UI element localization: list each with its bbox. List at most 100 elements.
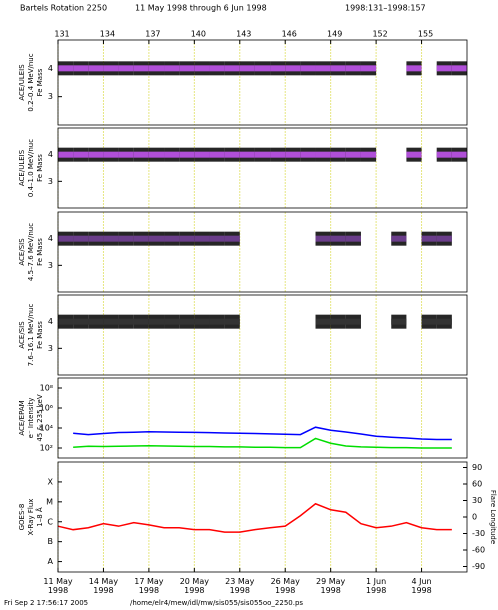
y-axis-label: 0.4–1.0 MeV/nuc bbox=[27, 139, 35, 197]
density-core bbox=[88, 235, 104, 242]
chart-range: 1998:131–1998:157 bbox=[345, 4, 426, 13]
density-core bbox=[451, 65, 467, 72]
density-core bbox=[103, 235, 119, 242]
density-core bbox=[164, 318, 180, 325]
density-core bbox=[315, 318, 331, 325]
data-line bbox=[73, 437, 452, 449]
x-tick-label: 23 May 1998 bbox=[225, 577, 255, 595]
density-core bbox=[58, 151, 74, 158]
panel-bg bbox=[58, 378, 467, 458]
y-tick-label: 10⁸ bbox=[40, 384, 53, 393]
density-core bbox=[148, 318, 165, 325]
panel-frame bbox=[57, 294, 468, 376]
density-core bbox=[194, 318, 210, 325]
y-axis-label: GOES-8 bbox=[18, 504, 26, 531]
density-core bbox=[133, 235, 149, 242]
y2-tick-label: 60 bbox=[472, 480, 482, 489]
density-core bbox=[285, 151, 301, 158]
density-core bbox=[360, 65, 377, 72]
density-core bbox=[133, 318, 149, 325]
y-tick-label: 10² bbox=[40, 444, 53, 453]
y-axis-label: ACE/SIS bbox=[18, 321, 26, 349]
x-tick-label: 20 May 1998 bbox=[180, 577, 210, 595]
density-core bbox=[330, 235, 346, 242]
panel-bg bbox=[58, 295, 467, 375]
density-core bbox=[164, 235, 180, 242]
density-core bbox=[239, 151, 255, 158]
density-core bbox=[330, 318, 346, 325]
density-core bbox=[73, 235, 89, 242]
y-axis-label: Fe Mass bbox=[36, 238, 44, 266]
y-tick-label: 3 bbox=[48, 344, 53, 353]
x-tick-label: 14 May 1998 bbox=[89, 577, 119, 595]
y-axis-label: Fe Mass bbox=[36, 321, 44, 349]
x-tick-label: 4 Jun 1998 bbox=[411, 577, 431, 595]
panel-bg bbox=[58, 212, 467, 292]
density-core bbox=[118, 65, 134, 72]
y-axis-label: X-Ray Flux bbox=[27, 499, 35, 536]
x-tick-label: 146 bbox=[282, 30, 297, 39]
x-tick-label: 29 May 1998 bbox=[316, 577, 346, 595]
density-core bbox=[103, 318, 119, 325]
density-core bbox=[254, 151, 271, 158]
data-line bbox=[57, 502, 452, 533]
y-axis-label: 1–8 Å bbox=[35, 507, 44, 527]
y-axis-label: ACE/ULEIS bbox=[18, 64, 26, 101]
density-core bbox=[179, 151, 195, 158]
density-core bbox=[179, 318, 195, 325]
density-core bbox=[406, 65, 422, 72]
x-tick-label: 149 bbox=[327, 30, 342, 39]
density-core bbox=[209, 235, 225, 242]
y-tick-label: X bbox=[48, 477, 54, 486]
density-core bbox=[88, 318, 104, 325]
density-core bbox=[58, 235, 74, 242]
density-core bbox=[224, 318, 240, 325]
y-tick-label: 3 bbox=[48, 261, 53, 270]
density-core bbox=[148, 151, 165, 158]
panel-frame bbox=[57, 127, 468, 209]
x-tick-label: 155 bbox=[418, 30, 433, 39]
density-core bbox=[194, 65, 210, 72]
density-core bbox=[164, 151, 180, 158]
y-axis-label: Fe Mass bbox=[36, 154, 44, 182]
y-tick-label: 3 bbox=[48, 177, 53, 186]
y-tick-label: 4 bbox=[48, 150, 53, 159]
chart-title: Bartels Rotation 2250 bbox=[20, 4, 107, 13]
y-axis-label: e⁻ Intensity bbox=[27, 398, 35, 439]
density-core bbox=[300, 65, 316, 72]
y-axis-label: 0.2–0.4 MeV/nuc bbox=[27, 53, 35, 111]
y2-axis-label: Flare Longitude bbox=[489, 490, 497, 544]
density-core bbox=[421, 318, 437, 325]
density-core bbox=[224, 151, 240, 158]
density-core bbox=[179, 235, 195, 242]
density-core bbox=[436, 151, 452, 158]
density-core bbox=[118, 318, 134, 325]
density-core bbox=[421, 235, 437, 242]
density-core bbox=[73, 151, 89, 158]
panel-bg bbox=[58, 40, 467, 125]
density-core bbox=[73, 318, 89, 325]
y-tick-label: C bbox=[47, 517, 53, 526]
density-core bbox=[270, 65, 286, 72]
density-core bbox=[330, 65, 346, 72]
density-core bbox=[300, 151, 316, 158]
density-core bbox=[133, 151, 149, 158]
panel-frame bbox=[57, 461, 468, 573]
density-core bbox=[330, 151, 346, 158]
density-core bbox=[209, 318, 225, 325]
panel-frame bbox=[57, 39, 468, 126]
panel-bg bbox=[58, 128, 467, 208]
x-tick-label: 11 May 1998 bbox=[43, 577, 73, 595]
y-tick-label: M bbox=[46, 497, 53, 506]
density-core bbox=[270, 151, 286, 158]
density-core bbox=[148, 65, 165, 72]
y-axis-label: ACE/ULEIS bbox=[18, 149, 26, 186]
density-core bbox=[345, 151, 361, 158]
footer-path: /home/elr4/mew/idl/mw/sis055/sis055oo_22… bbox=[130, 599, 303, 607]
density-core bbox=[58, 65, 74, 72]
x-tick-label: 134 bbox=[100, 30, 115, 39]
x-tick-label: 131 bbox=[54, 30, 69, 39]
density-core bbox=[194, 151, 210, 158]
x-tick-label: 137 bbox=[145, 30, 160, 39]
density-core bbox=[58, 318, 74, 325]
